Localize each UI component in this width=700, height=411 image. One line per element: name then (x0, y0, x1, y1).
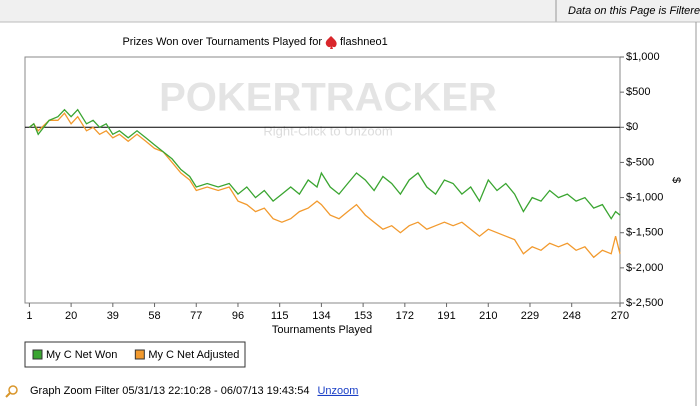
y-tick-label: $500 (626, 86, 650, 98)
chart-title: Prizes Won over Tournaments Played for (122, 36, 322, 48)
x-tick-label: 115 (271, 310, 289, 322)
unzoom-link[interactable]: Unzoom (317, 385, 358, 397)
watermark-hint: Right-Click to Unzoom (263, 123, 392, 138)
legend-swatch (32, 349, 43, 360)
x-tick-label: 39 (107, 310, 119, 322)
zoom-icon (8, 385, 18, 395)
y-axis-label: $ (670, 177, 682, 183)
spade-icon (325, 36, 337, 49)
x-tick-label: 191 (437, 310, 455, 322)
x-tick-label: 270 (611, 310, 629, 322)
y-tick-label: $0 (626, 121, 638, 133)
x-tick-label: 58 (148, 310, 160, 322)
x-tick-label: 134 (312, 310, 330, 322)
zoom-filter: Graph Zoom Filter 05/31/13 22:10:28 - 06… (30, 385, 309, 397)
x-axis-label: Tournaments Played (272, 324, 372, 336)
legend-label: My C Net Won (46, 349, 117, 361)
x-tick-label: 153 (354, 310, 372, 322)
watermark-logo: POKERTRACKER (159, 76, 497, 120)
series-line (28, 112, 621, 259)
legend-items: My C Net Won My C Net Adjusted (32, 349, 239, 361)
y-tick-label: $-500 (626, 156, 654, 168)
y-tick-label: $-2,500 (626, 297, 663, 309)
filter-notice: Data on this Page is Filtered (568, 5, 700, 17)
legend-label: My C Net Adjusted (148, 349, 239, 361)
y-tick-label: $-1,500 (626, 227, 663, 239)
header-bar (0, 0, 700, 22)
legend (24, 341, 246, 368)
zoom-icon-handle (5, 392, 11, 398)
x-tick-label: 210 (479, 310, 497, 322)
legend-swatch (134, 349, 145, 360)
x-tick-label: 248 (563, 310, 581, 322)
x-tick-label: 172 (396, 310, 414, 322)
player-name: flashneo1 (340, 36, 388, 48)
x-tick-label: 96 (232, 310, 244, 322)
x-tick-label: 229 (521, 310, 539, 322)
y-tick-label: $1,000 (626, 51, 660, 63)
x-tick-label: 77 (190, 310, 202, 322)
plot-frame (24, 56, 621, 304)
x-tick-label: 20 (65, 310, 77, 322)
series-line (28, 108, 621, 220)
y-tick-label: $-2,000 (626, 262, 663, 274)
y-tick-label: $-1,000 (626, 191, 663, 203)
x-tick-label: 1 (26, 310, 32, 322)
